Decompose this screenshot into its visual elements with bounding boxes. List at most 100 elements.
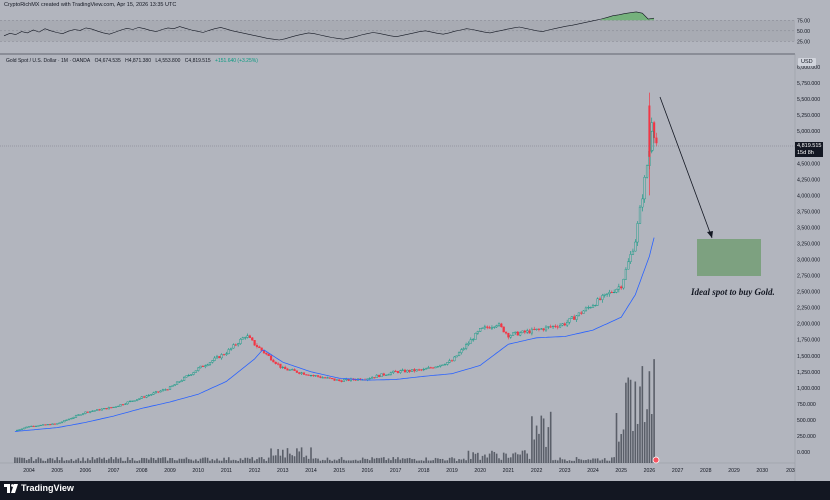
volume-bar — [531, 416, 533, 463]
candle-body — [324, 377, 327, 379]
volume-bar — [488, 453, 491, 463]
candle-body — [598, 298, 602, 300]
time-tick-label: 2027 — [672, 468, 684, 474]
volume-bar — [173, 460, 176, 463]
volume-bar — [35, 459, 37, 463]
volume-bar — [213, 460, 216, 463]
volume-bar — [561, 459, 564, 463]
volume-bar — [49, 457, 51, 463]
candle-body — [117, 405, 120, 407]
volume-bar — [171, 458, 174, 463]
volume-bar — [599, 460, 601, 463]
volume-bar — [145, 458, 148, 463]
currency-badge[interactable]: USD — [798, 58, 816, 66]
candle-body — [110, 407, 113, 409]
candle-body — [143, 396, 146, 398]
volume-bar — [549, 411, 552, 463]
volume-bar — [237, 460, 239, 463]
event-marker-icon[interactable] — [652, 456, 660, 464]
candle-body — [441, 364, 444, 366]
candle-body — [227, 349, 230, 354]
volume-bar — [434, 457, 437, 463]
volume-bar — [538, 433, 540, 463]
candle-body — [469, 339, 472, 344]
candle-body — [218, 356, 221, 359]
volume-bar — [361, 457, 364, 463]
candle-body — [157, 391, 160, 393]
buy-zone-box[interactable] — [697, 239, 761, 276]
last-price-value: 4,819.515 — [797, 143, 822, 149]
candle-body — [596, 298, 599, 306]
candle-body — [448, 360, 451, 363]
candle-body — [145, 395, 148, 398]
volume-bar — [371, 457, 373, 463]
price-tick-label: 3,500.000 — [797, 225, 820, 231]
volume-bar — [239, 458, 242, 463]
candle-body — [474, 333, 477, 340]
symbol-legend[interactable]: Gold Spot / U.S. Dollar · 1M · OANDA O4,… — [6, 58, 261, 64]
volume-bar — [169, 458, 171, 463]
price-tick-label: 1,250.000 — [797, 370, 820, 376]
price-axis[interactable]: 6,000.000 5,750.000 5,500.000 5,250.000 5,00… — [794, 54, 820, 481]
annotation-text[interactable]: Ideal spot to buy Gold. — [691, 287, 775, 297]
volume-bar — [439, 459, 442, 463]
volume-bar — [427, 460, 430, 463]
volume-bar — [547, 427, 550, 463]
volume-bar — [347, 460, 350, 463]
volume-bar — [575, 457, 578, 463]
price-tick-label: 2,500.000 — [797, 290, 820, 296]
candle-body — [229, 347, 233, 350]
candle-body — [67, 418, 71, 421]
candle-body — [497, 323, 501, 326]
volume-bar — [432, 460, 434, 463]
candle-body — [100, 408, 103, 411]
volume-bar — [84, 460, 87, 463]
volume-bar — [246, 457, 249, 463]
candle-body — [295, 370, 298, 373]
volume-bar — [37, 457, 40, 463]
volume-bar — [303, 457, 305, 463]
volume-bar — [42, 460, 44, 463]
candle-body — [415, 369, 418, 372]
candle-body — [138, 398, 141, 400]
price-tick-label: 2,000.000 — [797, 322, 820, 328]
candle-body — [274, 361, 277, 364]
volume-bar — [585, 460, 587, 463]
candle-body — [582, 310, 585, 314]
volume-bar — [620, 434, 622, 463]
time-axis[interactable]: 2004 2005 2006 2007 2008 2009 2010 2011 2012 2013… — [0, 462, 795, 474]
volume-bar — [477, 452, 479, 463]
candle-body — [483, 326, 486, 329]
candle-body — [342, 379, 345, 382]
volume-bar — [444, 460, 446, 463]
candle-body — [521, 330, 524, 333]
candle-body — [312, 375, 315, 377]
volume-bar — [148, 459, 150, 463]
candle-body — [481, 327, 484, 329]
candle-body — [519, 332, 522, 336]
price-tick-label: 5,250.000 — [797, 113, 820, 119]
candle-body — [627, 261, 630, 270]
price-tick-label: 4,500.000 — [797, 161, 820, 167]
candle-body — [420, 369, 423, 371]
volume-bar — [502, 452, 505, 463]
volume-bar — [265, 460, 268, 463]
tradingview-logo[interactable]: TradingView — [4, 483, 74, 493]
candle-body — [387, 374, 390, 376]
candle-body — [380, 373, 383, 378]
moving-average — [14, 237, 655, 432]
candle-body — [288, 369, 291, 371]
candle-body — [185, 375, 188, 378]
volume-bar — [465, 460, 467, 463]
candle-body — [194, 370, 197, 373]
volume-bar — [112, 459, 115, 463]
volume-bar — [157, 457, 160, 463]
volume-bar — [406, 458, 409, 463]
candle-body — [509, 335, 512, 338]
candle-body — [60, 421, 63, 424]
volume-bar — [51, 458, 54, 463]
volume-bar — [401, 458, 404, 463]
trend-arrow[interactable] — [659, 96, 713, 239]
volume-bar — [333, 459, 336, 463]
volume-bar — [124, 460, 127, 463]
